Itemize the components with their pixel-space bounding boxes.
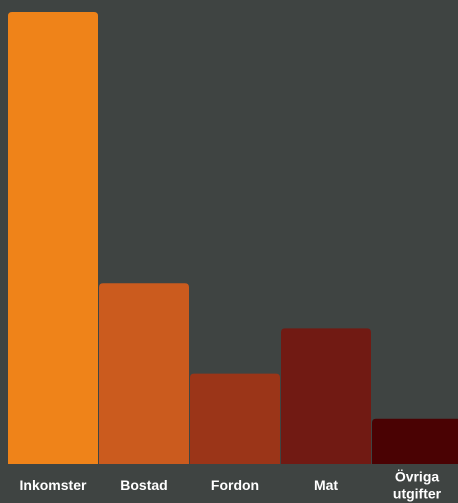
category-label-bostad: Bostad (120, 477, 167, 493)
category-label-line: Mat (314, 477, 338, 493)
category-label-ovriga-utgifter: Övriga utgifter (393, 469, 442, 502)
bar-inkomster (8, 12, 98, 464)
bar-fordon (190, 374, 280, 464)
category-labels: Inkomster Bostad Fordon Mat Övriga utgifter (20, 469, 442, 502)
bar-bostad (99, 283, 189, 464)
bar-ovriga-utgifter (372, 419, 458, 464)
category-label-line: Fordon (211, 477, 259, 493)
category-label-line: Övriga (395, 469, 440, 485)
category-label-line: Inkomster (20, 477, 87, 493)
category-label-inkomster: Inkomster (20, 477, 87, 493)
category-label-mat: Mat (314, 477, 338, 493)
category-label-line: utgifter (393, 486, 442, 502)
category-label-line: Bostad (120, 477, 167, 493)
bar-mat (281, 328, 371, 464)
category-label-fordon: Fordon (211, 477, 259, 493)
bars-group (8, 12, 458, 464)
